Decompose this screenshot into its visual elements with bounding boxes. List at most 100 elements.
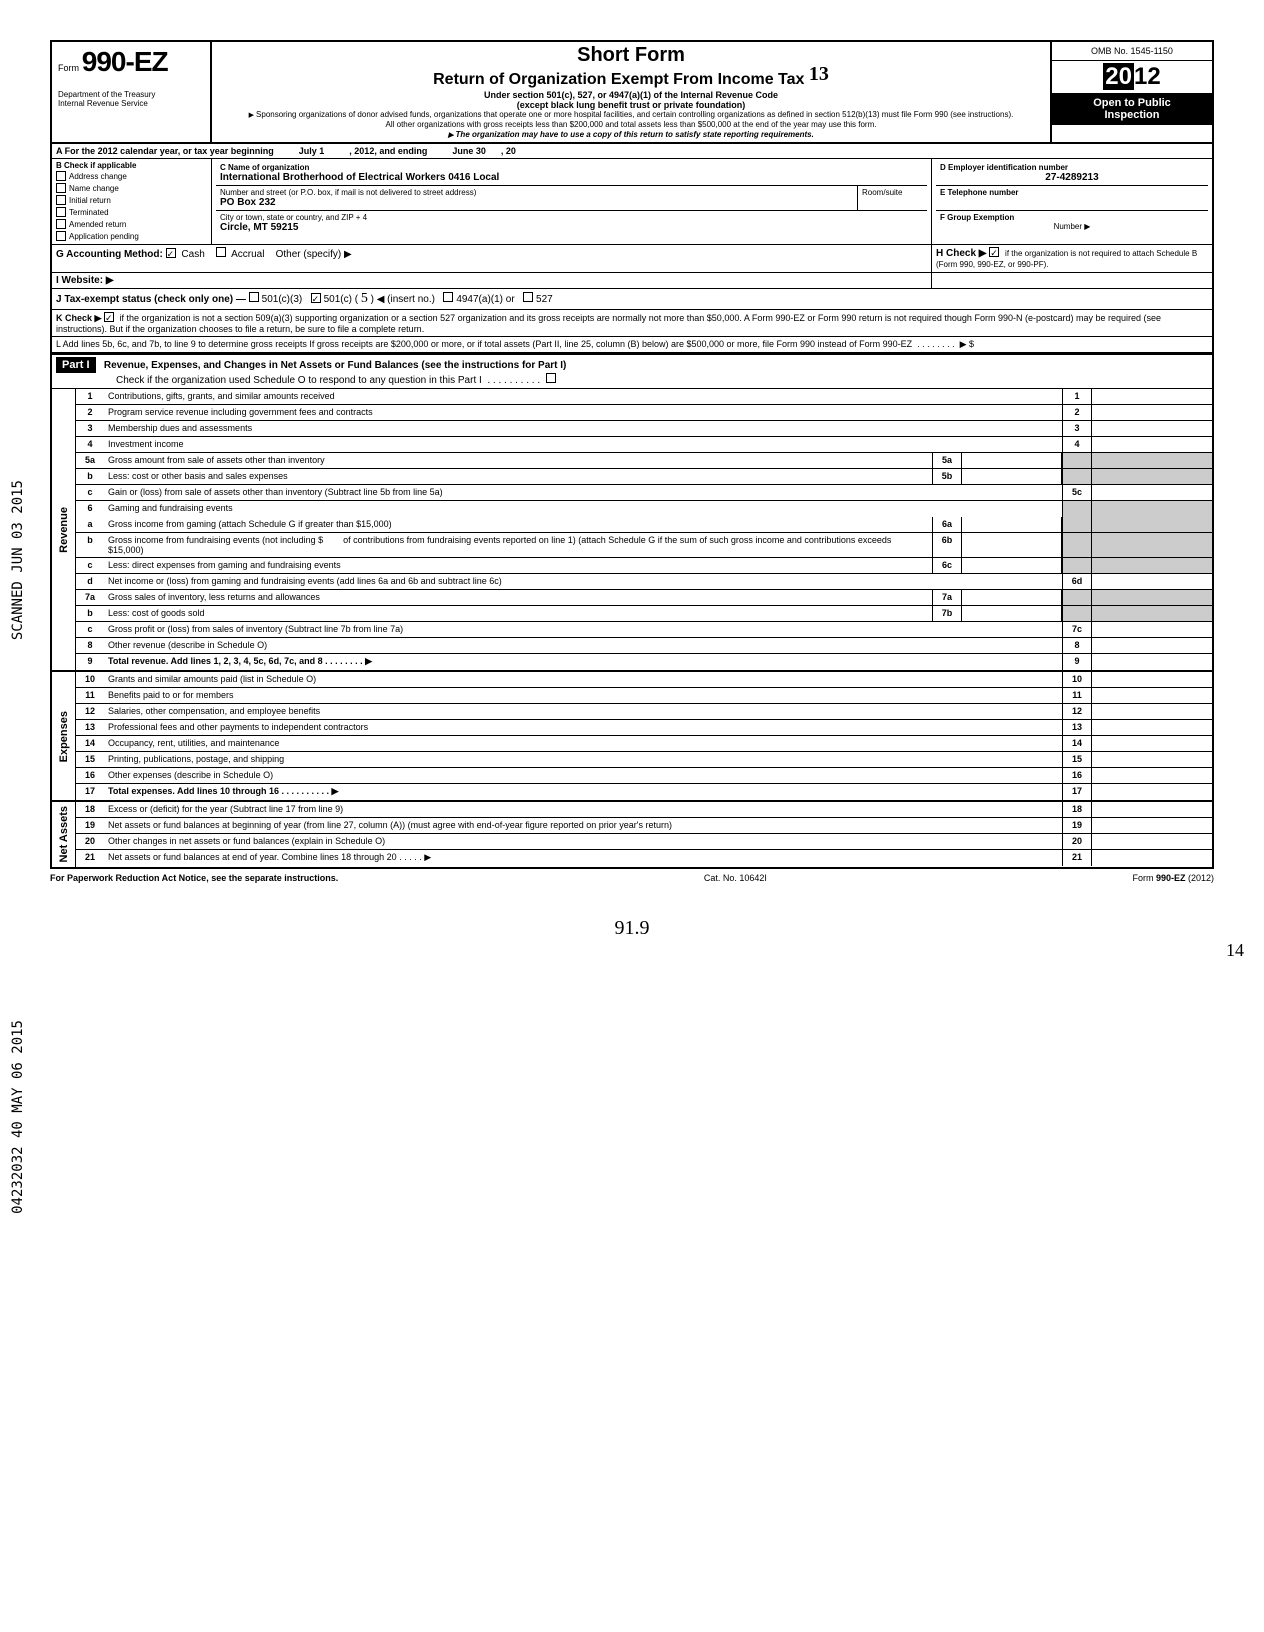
line-1: Contributions, gifts, grants, and simila… (104, 389, 1062, 404)
dept-irs: Internal Revenue Service (58, 99, 204, 108)
val-18[interactable] (1092, 802, 1212, 817)
line-6b: Gross income from fundraising events (no… (104, 533, 932, 557)
line-16: Other expenses (describe in Schedule O) (104, 768, 1062, 783)
street-label: Number and street (or P.O. box, if mail … (220, 188, 853, 197)
val-5c[interactable] (1092, 485, 1212, 500)
line-11: Benefits paid to or for members (104, 688, 1062, 703)
val-2[interactable] (1092, 405, 1212, 420)
footer: For Paperwork Reduction Act Notice, see … (50, 869, 1214, 887)
val-12[interactable] (1092, 704, 1212, 719)
bcd-block: B Check if applicable Address change Nam… (52, 159, 1212, 244)
section-l-arrow: ▶ $ (960, 339, 974, 349)
section-e-label: E Telephone number (940, 188, 1204, 197)
cb-schedule-o[interactable] (546, 373, 556, 383)
val-15[interactable] (1092, 752, 1212, 767)
val-20[interactable] (1092, 834, 1212, 849)
val-10[interactable] (1092, 672, 1212, 687)
tax-year: 20201212 (1052, 61, 1212, 93)
val-7c[interactable] (1092, 622, 1212, 637)
return-title: Return of Organization Exempt From Incom… (216, 67, 1046, 90)
fine-print-1: Sponsoring organizations of donor advise… (216, 110, 1046, 120)
val-17[interactable] (1092, 784, 1212, 800)
line-8: Other revenue (describe in Schedule O) (104, 638, 1062, 653)
section-d-label: D Employer identification number (940, 163, 1204, 172)
line-14: Occupancy, rent, utilities, and maintena… (104, 736, 1062, 751)
val-5a[interactable] (962, 453, 1062, 468)
line-9: Total revenue. Add lines 1, 2, 3, 4, 5c,… (104, 654, 1062, 670)
cb-501c[interactable] (311, 293, 321, 303)
ein-value[interactable]: 27-4289213 (940, 172, 1204, 183)
org-name[interactable]: International Brotherhood of Electrical … (220, 172, 923, 183)
footer-left: For Paperwork Reduction Act Notice, see … (50, 873, 338, 883)
line-6d: Net income or (loss) from gaming and fun… (104, 574, 1062, 589)
j-row: J Tax-exempt status (check only one) — 5… (52, 289, 1212, 310)
val-7a[interactable] (962, 590, 1062, 605)
line-20: Other changes in net assets or fund bala… (104, 834, 1062, 849)
val-8[interactable] (1092, 638, 1212, 653)
val-9[interactable] (1092, 654, 1212, 670)
cb-4947[interactable] (443, 292, 453, 302)
cb-address-change[interactable]: Address change (56, 170, 207, 182)
val-4[interactable] (1092, 437, 1212, 452)
line-7b: Less: cost of goods sold (104, 606, 932, 621)
l-row: L Add lines 5b, 6c, and 7b, to line 9 to… (52, 337, 1212, 353)
val-6b[interactable] (962, 533, 1062, 557)
val-3[interactable] (1092, 421, 1212, 436)
val-11[interactable] (1092, 688, 1212, 703)
val-13[interactable] (1092, 720, 1212, 735)
subtitle2: (except black lung benefit trust or priv… (216, 100, 1046, 110)
hand-5: 5 (361, 291, 368, 306)
section-l-text: L Add lines 5b, 6c, and 7b, to line 9 to… (56, 339, 912, 349)
section-g-label: G Accounting Method: (56, 249, 163, 260)
line-6a: Gross income from gaming (attach Schedul… (104, 517, 932, 532)
line-19: Net assets or fund balances at beginning… (104, 818, 1062, 833)
line-15: Printing, publications, postage, and shi… (104, 752, 1062, 767)
cb-name-change[interactable]: Name change (56, 182, 207, 194)
line-10: Grants and similar amounts paid (list in… (104, 672, 1062, 687)
val-21[interactable] (1092, 850, 1212, 866)
part1-header-row: Part I Revenue, Expenses, and Changes in… (52, 353, 1212, 389)
end-date[interactable]: June 30 (452, 146, 486, 156)
line-5b: Less: cost or other basis and sales expe… (104, 469, 932, 484)
section-k-label: K Check ▶ (56, 313, 101, 323)
section-b-label: B Check if applicable (56, 161, 207, 170)
cb-527[interactable] (523, 292, 533, 302)
line-6: Gaming and fundraising events (104, 501, 1062, 517)
cb-initial-return[interactable]: Initial return (56, 194, 207, 206)
val-16[interactable] (1092, 768, 1212, 783)
cb-h[interactable] (989, 247, 999, 257)
line-7a: Gross sales of inventory, less returns a… (104, 590, 932, 605)
open-public-box: Open to Public Inspection (1052, 93, 1212, 125)
val-19[interactable] (1092, 818, 1212, 833)
begin-date[interactable]: July 1 (299, 146, 325, 156)
form-number: 990-EZ (82, 46, 168, 77)
part1-check-text: Check if the organization used Schedule … (116, 375, 482, 386)
cb-accrual[interactable] (216, 247, 226, 257)
fine-print-3: The organization may have to use a copy … (216, 130, 1046, 140)
cb-amended[interactable]: Amended return (56, 218, 207, 230)
cb-k[interactable] (104, 312, 114, 322)
city-value[interactable]: Circle, MT 59215 (220, 222, 923, 233)
other-specify: Other (specify) ▶ (276, 249, 352, 260)
cb-terminated[interactable]: Terminated (56, 206, 207, 218)
val-6a[interactable] (962, 517, 1062, 532)
street-value[interactable]: PO Box 232 (220, 197, 853, 208)
line-6c: Less: direct expenses from gaming and fu… (104, 558, 932, 573)
i-row: I Website: ▶ (52, 273, 1212, 289)
cb-cash[interactable] (166, 248, 176, 258)
cb-pending[interactable]: Application pending (56, 230, 207, 242)
val-6c[interactable] (962, 558, 1062, 573)
hand-year: 13 (809, 63, 829, 85)
netassets-section: Net Assets 18Excess or (deficit) for the… (52, 800, 1212, 866)
short-form-title: Short Form (216, 44, 1046, 67)
val-7b[interactable] (962, 606, 1062, 621)
section-j-label: J Tax-exempt status (check only one) — (56, 294, 246, 305)
val-1[interactable] (1092, 389, 1212, 404)
val-14[interactable] (1092, 736, 1212, 751)
val-5b[interactable] (962, 469, 1062, 484)
cb-501c3[interactable] (249, 292, 259, 302)
expenses-section: Expenses 10Grants and similar amounts pa… (52, 670, 1212, 800)
line-12: Salaries, other compensation, and employ… (104, 704, 1062, 719)
val-6d[interactable] (1092, 574, 1212, 589)
k-row: K Check ▶ if the organization is not a s… (52, 310, 1212, 337)
